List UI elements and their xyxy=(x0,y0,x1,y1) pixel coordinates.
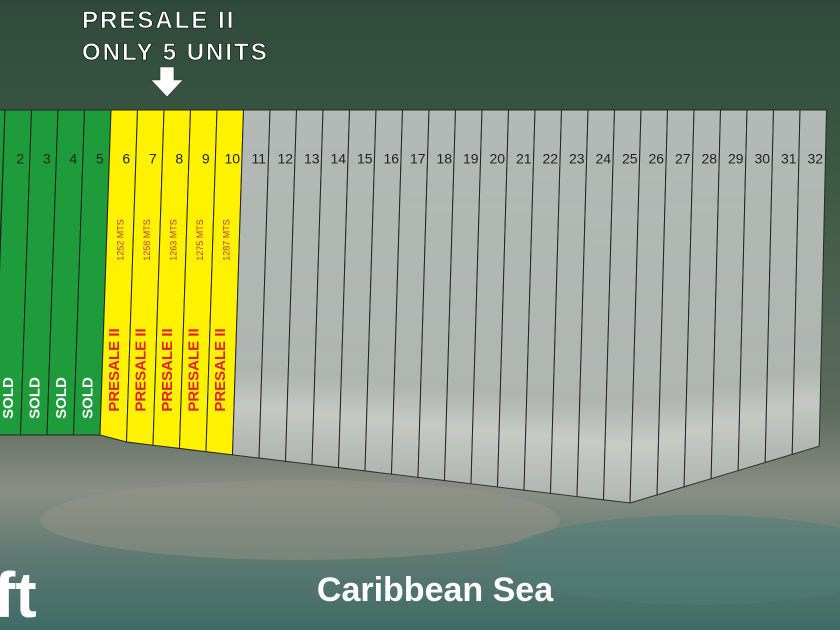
lot-status: PRESALE II xyxy=(212,328,229,411)
lot-number: 14 xyxy=(330,151,346,167)
lot-number: 22 xyxy=(542,151,558,167)
lot-status: PRESALE II xyxy=(106,328,123,411)
lot-area: 1287 MTS xyxy=(222,219,232,261)
lot-status: PRESALE II xyxy=(159,328,176,411)
lots: 2 SOLD 3 SOLD 4 SOLD 5 SOLD 6 1252 MTS PRESALE II 7… xyxy=(0,109,828,504)
lot-number: 12 xyxy=(277,151,293,167)
lot-number: 18 xyxy=(436,151,452,167)
arrow xyxy=(150,66,184,98)
lot-number: 9 xyxy=(202,151,210,167)
lot-status: SOLD xyxy=(53,377,70,419)
lot-number: 30 xyxy=(754,151,770,167)
water xyxy=(500,515,840,605)
lot-status: SOLD xyxy=(0,377,17,419)
lot-number: 13 xyxy=(304,151,320,167)
lot-number: 31 xyxy=(781,151,797,167)
lot-number: 3 xyxy=(43,151,51,167)
lot-number: 24 xyxy=(595,151,611,167)
lot-number: 10 xyxy=(224,151,240,167)
lot-area: 1252 MTS xyxy=(116,219,126,261)
lot-status: SOLD xyxy=(80,377,97,419)
lot-number: 4 xyxy=(69,151,77,167)
lot-number: 23 xyxy=(569,151,585,167)
lot xyxy=(791,109,828,456)
lot-area: 1263 MTS xyxy=(169,219,179,261)
lot-number: 15 xyxy=(357,151,373,167)
lot-status: PRESALE II xyxy=(186,328,203,411)
lot-number: 29 xyxy=(728,151,744,167)
lot-number: 2 xyxy=(16,151,24,167)
lot-number: 16 xyxy=(383,151,399,167)
lot-status: PRESALE II xyxy=(133,328,150,411)
lot-number: 20 xyxy=(489,151,505,167)
lot-number: 5 xyxy=(96,151,104,167)
sea-label: Caribbean Sea xyxy=(317,571,554,609)
lot-number: 21 xyxy=(516,151,532,167)
lot-number: 6 xyxy=(122,151,130,167)
lot-number: 17 xyxy=(410,151,426,167)
lot-area: 1275 MTS xyxy=(195,219,205,261)
lot-status: SOLD xyxy=(27,377,44,419)
lot-number: 7 xyxy=(149,151,157,167)
corner-text: ft xyxy=(0,559,37,630)
shore xyxy=(40,480,560,560)
header-line2: ONLY 5 UNITS xyxy=(82,39,269,66)
lot-number: 28 xyxy=(701,151,717,167)
lot-number: 27 xyxy=(675,151,691,167)
lot-number: 8 xyxy=(175,151,183,167)
lot-number: 26 xyxy=(648,151,664,167)
lot-number: 25 xyxy=(622,151,638,167)
lot-area: 1258 MTS xyxy=(142,219,152,261)
lot-number: 19 xyxy=(463,151,479,167)
lot-number: 32 xyxy=(807,151,823,167)
lot-number: 11 xyxy=(251,151,266,167)
header-line1: PRESALE II xyxy=(82,7,235,34)
